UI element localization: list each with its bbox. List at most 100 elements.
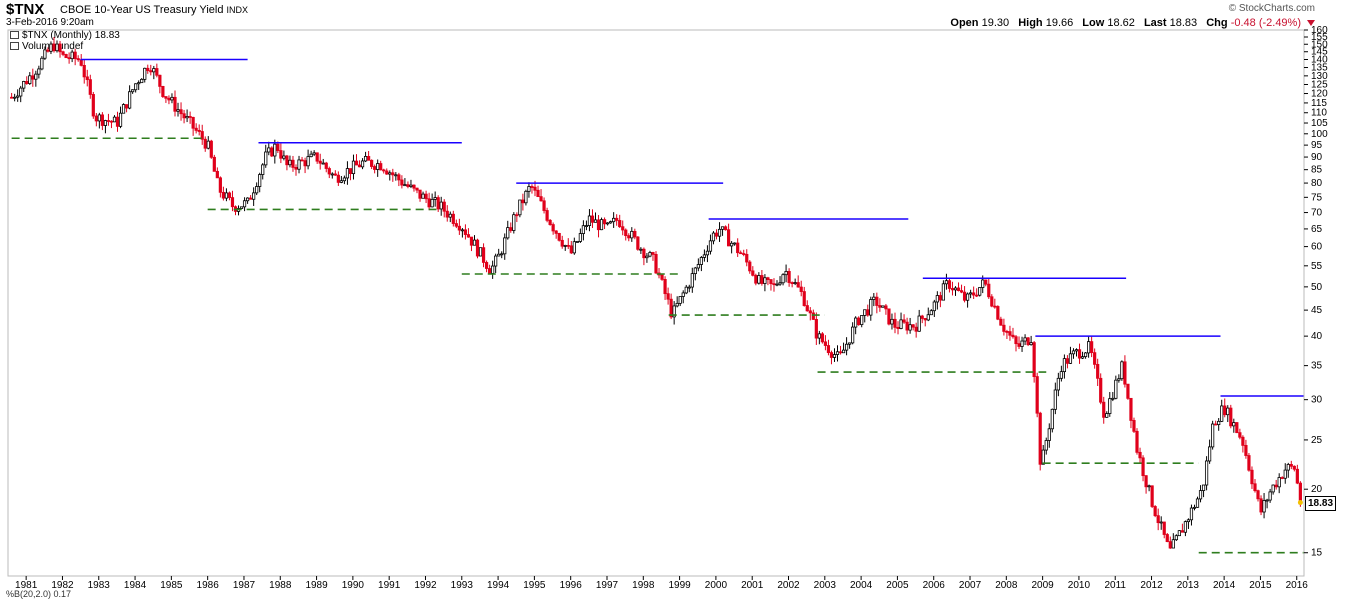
candle-up (176, 109, 180, 112)
candle-up (16, 95, 20, 98)
y-tick-label: 75 (1311, 192, 1323, 203)
x-tick-label: 1999 (668, 580, 691, 591)
candle-down (1241, 436, 1245, 446)
candle-up (239, 206, 244, 209)
candle-down (203, 138, 207, 149)
x-tick-label: 2009 (1031, 580, 1054, 591)
candle-down (1238, 432, 1242, 438)
candle-down (400, 179, 404, 186)
exchange-label: INDX (226, 5, 248, 15)
price-legend-label: $TNX (Monthly) 18.83 (22, 30, 120, 41)
candle-down (796, 282, 800, 288)
candle-up (1053, 389, 1057, 410)
candle-down (182, 113, 186, 119)
candle-up (1211, 423, 1215, 448)
quote-bar: Open 19.30 High 19.66 Low 18.62 Last 18.… (950, 17, 1315, 29)
x-tick-label: 2002 (777, 580, 800, 591)
candle-down (624, 229, 628, 237)
candle-down (218, 177, 222, 193)
candle-down (179, 109, 183, 115)
candle-down (857, 317, 861, 326)
candle-down (1038, 412, 1042, 465)
candle-up (1204, 460, 1209, 486)
candle-up (1117, 378, 1121, 381)
candle-up (103, 120, 108, 126)
candle-up (40, 57, 44, 70)
candle-up (258, 174, 262, 187)
candle-down (1292, 465, 1296, 470)
x-tick-label: 1985 (160, 580, 183, 591)
candle-down (999, 318, 1003, 326)
candle-up (781, 274, 785, 284)
x-tick-label: 1992 (414, 580, 437, 591)
candle-down (303, 160, 307, 167)
candle-up (593, 219, 598, 223)
candle-down (1247, 455, 1251, 471)
candle-up (917, 315, 921, 332)
ticker-description: CBOE 10-Year US Treasury Yield INDX (60, 4, 248, 16)
candle-down (654, 253, 658, 274)
candle-up (1277, 477, 1281, 488)
candle-down (984, 279, 988, 285)
candle-up (43, 49, 47, 59)
candle-down (1077, 349, 1082, 359)
candle-down (1129, 397, 1133, 421)
candle-down (1126, 383, 1130, 399)
candle-down (285, 155, 289, 166)
y-tick-label: 110 (1311, 108, 1327, 119)
candle-up (321, 162, 325, 165)
y-tick-label: 150 (1311, 39, 1328, 50)
candle-up (282, 155, 286, 159)
candle-up (330, 173, 334, 176)
candle-up (817, 333, 821, 339)
x-tick-label: 2012 (1140, 580, 1163, 591)
candle-down (200, 131, 204, 140)
candle-up (860, 315, 864, 326)
candle-down (230, 197, 235, 208)
y-tick-label: 35 (1311, 361, 1323, 372)
candle-up (578, 233, 582, 242)
candle-up (757, 275, 761, 284)
candle-up (584, 225, 589, 227)
candle-up (720, 226, 725, 230)
candle-down (164, 96, 168, 99)
high-value: 19.66 (1045, 17, 1074, 29)
candle-down (723, 226, 728, 231)
candle-down (91, 94, 95, 117)
candle-down (31, 75, 35, 80)
candle-up (252, 192, 256, 200)
candle-up (524, 190, 528, 204)
candle-down (412, 184, 416, 189)
x-tick-label: 1995 (523, 580, 546, 591)
candle-down (536, 189, 540, 198)
candle-down (1295, 468, 1299, 484)
candle-up (264, 151, 268, 166)
candle-up (1183, 521, 1188, 533)
y-tick-label: 155 (1311, 32, 1328, 43)
candle-down (333, 173, 337, 176)
x-tick-label: 1986 (197, 580, 220, 591)
candle-up (1108, 398, 1112, 414)
last-value-marker: 18.83 (1305, 495, 1337, 511)
chg-label: Chg (1206, 17, 1228, 29)
candle-down (990, 296, 994, 307)
y-tick-label: 95 (1311, 140, 1323, 151)
candle-down (442, 201, 446, 212)
x-tick-label: 2011 (1104, 580, 1126, 591)
candle-down (488, 268, 492, 274)
candle-up (55, 43, 59, 52)
candle-down (515, 214, 519, 217)
candle-down (25, 81, 29, 84)
y-tick-label: 30 (1311, 395, 1323, 406)
candle-down (539, 196, 543, 202)
candle-up (19, 87, 23, 97)
candle-down (651, 252, 655, 255)
candle-down (484, 262, 489, 269)
candle-down (373, 166, 377, 170)
candle-up (1226, 407, 1230, 416)
candle-up (512, 214, 516, 231)
candle-down (799, 286, 803, 292)
candle-down (1132, 420, 1136, 432)
x-tick-label: 1997 (596, 580, 619, 591)
